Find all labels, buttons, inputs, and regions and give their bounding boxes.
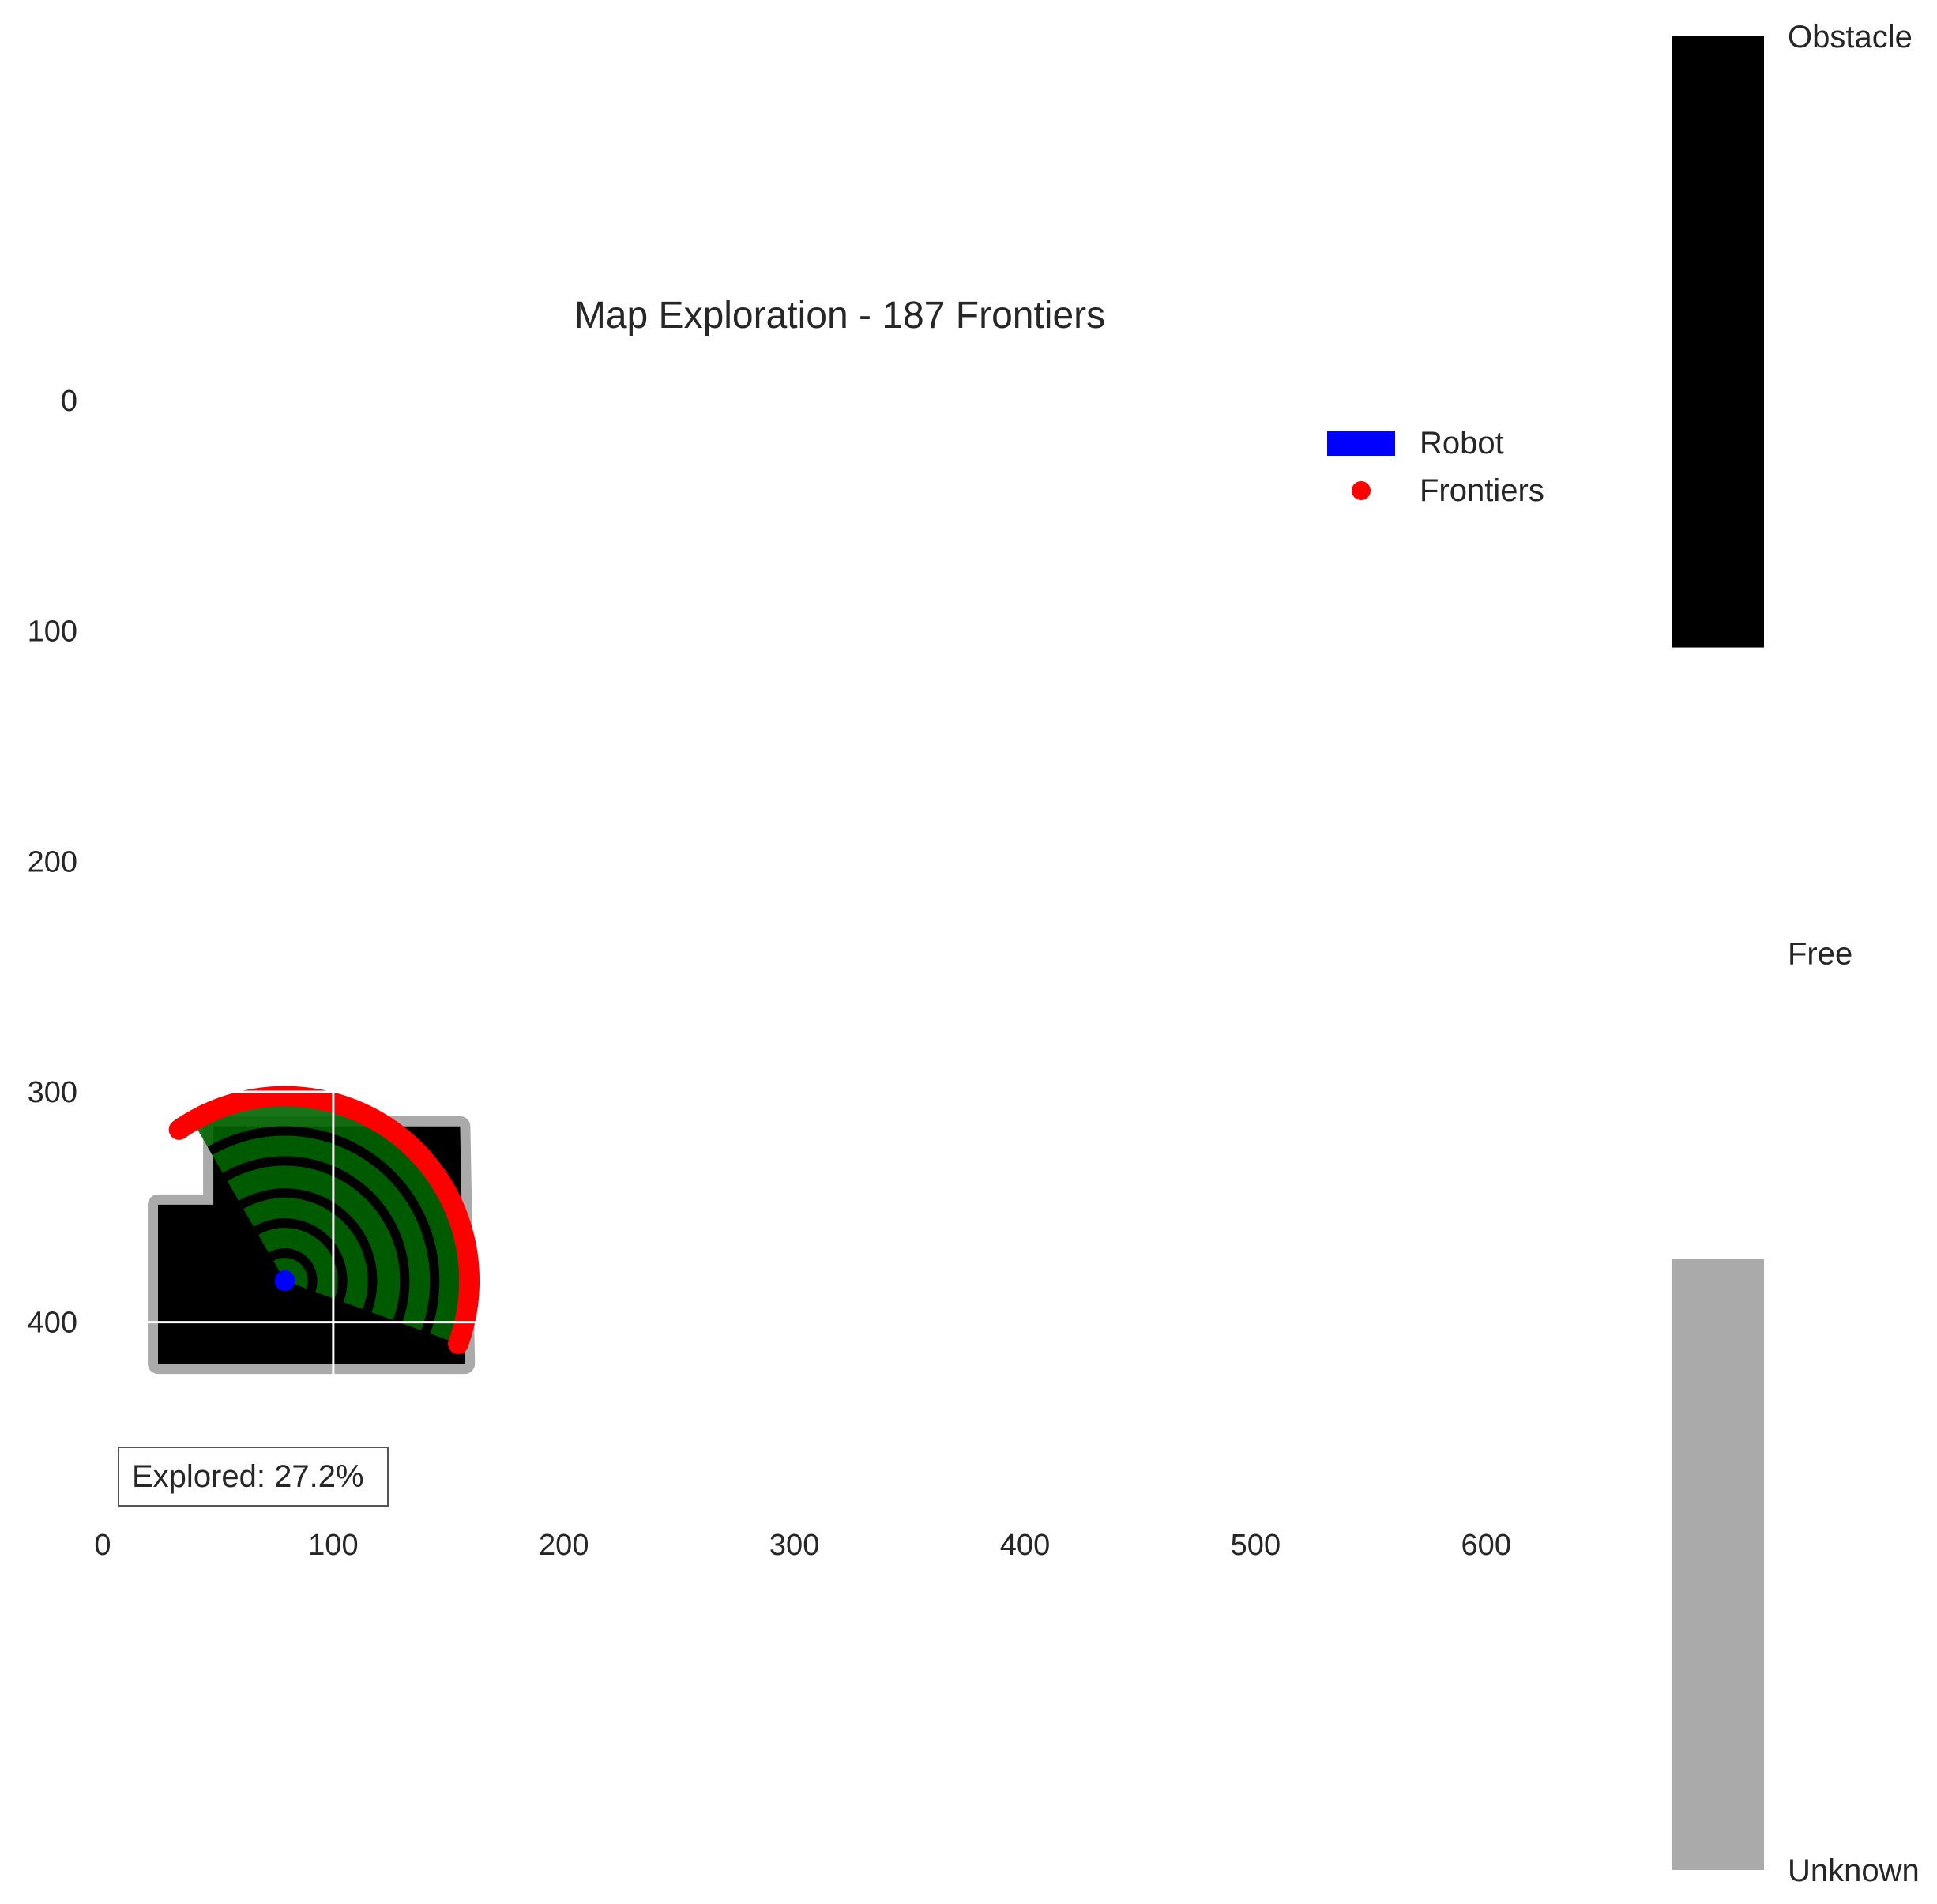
x-tick-label: 500: [1231, 1529, 1281, 1562]
map-layer: [103, 401, 1578, 1507]
x-tick-label: 400: [1000, 1529, 1050, 1562]
colorbar-unknown: [1672, 1259, 1764, 1870]
legend-robot-swatch: [1327, 431, 1395, 456]
x-tick-label: 300: [769, 1529, 819, 1562]
x-tick-label: 200: [539, 1529, 589, 1562]
sensor-range-ring: [222, 1156, 410, 1324]
y-tick-label: 100: [28, 615, 77, 649]
explored-annotation-text: Explored: 27.2%: [132, 1459, 364, 1494]
legend-frontier-swatch: [1352, 481, 1371, 500]
plot-area: [103, 401, 1578, 1507]
sensor-range-ring: [254, 1218, 348, 1303]
y-tick-label: 0: [61, 385, 77, 418]
sensor-range-ring: [239, 1188, 378, 1313]
y-tick-label: 200: [28, 845, 77, 879]
legend-label: Robot: [1420, 426, 1504, 461]
colorbar: Obstacle Free Unknown: [1672, 20, 1920, 1888]
explored-annotation-box: [118, 1447, 389, 1507]
x-tick-label: 0: [94, 1529, 111, 1562]
colorbar-label: Unknown: [1788, 1853, 1920, 1888]
frontier-point: [168, 1119, 190, 1140]
colorbar-label: Free: [1788, 937, 1852, 972]
colorbar-free: [1672, 647, 1764, 1259]
legend-label: Frontiers: [1420, 473, 1544, 508]
chart-title: Map Exploration - 187 Frontiers: [574, 295, 1105, 337]
y-tick-label: 400: [28, 1307, 77, 1340]
x-tick-label: 100: [308, 1529, 358, 1562]
sensor-range-ring: [269, 1248, 318, 1293]
axis-ticks: 0 100 200 300 400 500 600 0 100 200 300 400: [28, 385, 1511, 1562]
robot-marker: [274, 1270, 295, 1292]
explored-annotation: Explored: 27.2%: [118, 1447, 389, 1507]
legend: Robot Frontiers: [1327, 426, 1544, 508]
y-tick-label: 300: [28, 1076, 77, 1109]
colorbar-label: Obstacle: [1788, 20, 1913, 55]
sensor-range-ring: [207, 1126, 440, 1334]
x-tick-label: 600: [1461, 1529, 1511, 1562]
colorbar-obstacle: [1672, 36, 1764, 648]
